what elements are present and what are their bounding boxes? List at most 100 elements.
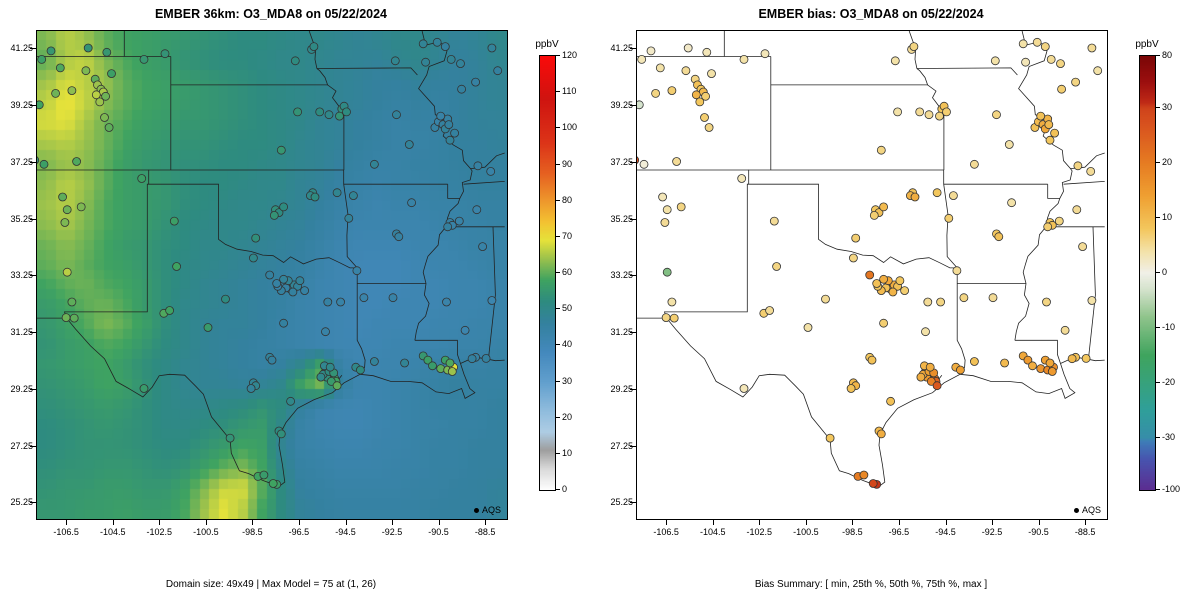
- x-tick: [992, 520, 993, 525]
- state-border: [959, 363, 1076, 399]
- station-dot: [324, 110, 334, 120]
- station-dot: [886, 396, 896, 406]
- station-dot: [279, 318, 289, 328]
- station-dot: [888, 287, 898, 297]
- right-colorbar-canvas: [1140, 56, 1155, 490]
- station-dot: [1087, 43, 1097, 53]
- y-tick: [630, 332, 636, 334]
- station-dot: [83, 43, 93, 53]
- station-dot: [169, 216, 179, 226]
- bias-map-panel: EMBER bias: O3_MDA8 on 05/22/2024 AQS pp…: [600, 0, 1200, 600]
- station-dot: [423, 355, 433, 365]
- station-dot: [916, 372, 926, 382]
- station-dot: [1043, 222, 1053, 232]
- station-dot: [473, 161, 483, 171]
- station-dot: [1056, 59, 1065, 68]
- station-dot: [268, 479, 278, 488]
- station-dot: [672, 157, 681, 166]
- station-dot: [487, 296, 497, 305]
- station-dot: [37, 54, 47, 64]
- right-footer: Bias Summary: [ min, 25th %, 50th %, 75t…: [636, 547, 1106, 600]
- station-dot: [310, 192, 320, 202]
- station-dot: [992, 110, 1001, 120]
- aqs-dot-icon: [473, 507, 479, 513]
- x-tick: [298, 520, 300, 525]
- station-dot: [102, 47, 112, 57]
- colorbar-tick: [1156, 327, 1160, 328]
- station-dot: [737, 174, 747, 183]
- station-dot: [445, 358, 455, 368]
- station-dot: [37, 100, 44, 110]
- model-map-panel: EMBER 36km: O3_MDA8 on 05/22/2024 AQS pp…: [10, 7, 578, 590]
- aqs-legend: AQS: [1073, 505, 1101, 515]
- x-tick-label: -104.5: [700, 527, 726, 537]
- aqs-dot-icon: [1073, 507, 1079, 513]
- station-dot: [1018, 39, 1028, 49]
- x-tick-label: -100.5: [193, 527, 219, 537]
- colorbar-tick: [556, 272, 560, 273]
- station-dot: [893, 107, 903, 117]
- colorbar-tick-label: 20: [562, 411, 573, 422]
- station-dot: [336, 297, 346, 307]
- station-dot: [394, 232, 404, 242]
- station-dot: [910, 192, 920, 202]
- colorbar-tick-label: 0: [1162, 267, 1168, 277]
- station-dot: [326, 376, 336, 386]
- colorbar-tick: [1156, 217, 1160, 218]
- x-tick-label: -96.5: [888, 527, 910, 537]
- station-dot: [969, 357, 979, 366]
- station-dot: [276, 145, 286, 155]
- x-tick: [898, 520, 900, 525]
- colorbar-tick-label: 10: [562, 447, 573, 458]
- y-tick-label: 39.25: [610, 100, 633, 111]
- station-dot: [944, 213, 954, 223]
- station-dot: [67, 297, 77, 307]
- station-dot: [246, 384, 256, 393]
- station-dot: [932, 381, 942, 391]
- station-dot: [1021, 57, 1031, 67]
- station-dot: [1078, 242, 1088, 252]
- station-dot: [487, 43, 497, 53]
- x-tick-label: -92.5: [981, 527, 1003, 537]
- right-footer-line1: Bias Summary: [ min, 25th %, 50th %, 75t…: [754, 579, 988, 590]
- station-dot: [62, 205, 72, 215]
- station-dot: [107, 69, 116, 78]
- station-dot: [859, 470, 869, 480]
- station-dot: [392, 110, 401, 120]
- station-dot: [369, 159, 379, 169]
- station-dot: [404, 140, 414, 149]
- y-tick-label: 31.25: [610, 327, 633, 338]
- station-dot: [55, 63, 65, 73]
- station-dot: [139, 54, 149, 64]
- x-tick-label: -104.5: [100, 527, 126, 537]
- station-dot: [160, 49, 170, 59]
- colorbar-tick-label: 50: [562, 303, 573, 314]
- x-tick-label: -90.5: [428, 527, 449, 537]
- colorbar-tick-label: 40: [562, 339, 573, 350]
- y-tick-label: 41.25: [10, 43, 33, 54]
- station-dot: [658, 192, 668, 202]
- station-dot: [388, 293, 398, 303]
- station-dot: [637, 100, 644, 110]
- station-dot: [442, 297, 451, 307]
- y-tick-label: 33.25: [610, 270, 633, 281]
- y-tick-label: 29.25: [610, 383, 633, 394]
- colorbar-tick-label: 120: [562, 50, 578, 60]
- y-tick-label: 35.25: [610, 213, 633, 224]
- station-dot: [300, 286, 310, 296]
- station-dot: [259, 470, 269, 480]
- station-dot: [772, 262, 782, 271]
- x-tick: [438, 520, 440, 525]
- station-dot: [1057, 84, 1067, 94]
- station-dot: [879, 274, 889, 284]
- station-dot: [1007, 198, 1017, 208]
- state-border: [447, 184, 460, 199]
- y-tick: [30, 388, 36, 390]
- colorbar-tick-label: 60: [562, 267, 573, 277]
- station-dot: [879, 202, 889, 212]
- station-dot: [400, 358, 410, 368]
- x-tick-label: -90.5: [1028, 527, 1049, 537]
- station-dot: [309, 42, 319, 52]
- station-dot: [707, 69, 716, 78]
- x-tick-label: -98.5: [242, 527, 263, 537]
